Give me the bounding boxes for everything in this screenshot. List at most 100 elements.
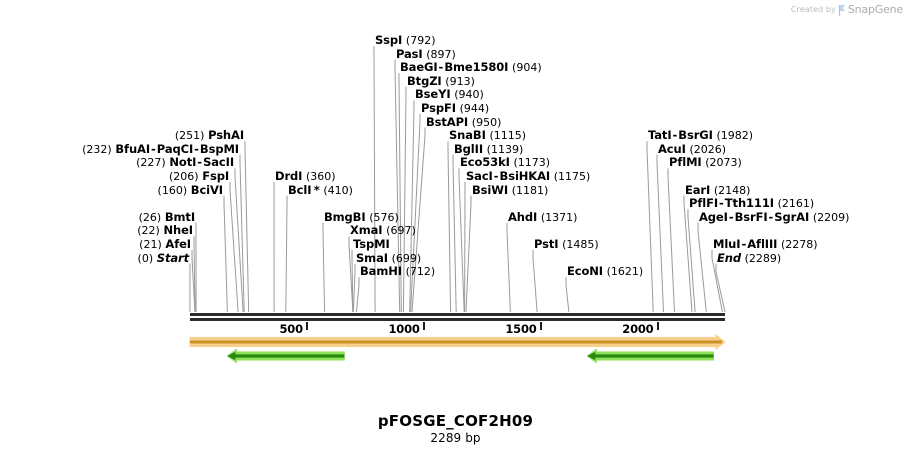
site-name: BclI bbox=[288, 182, 312, 197]
site-name: MluI bbox=[713, 237, 741, 251]
ruler-tick bbox=[539, 322, 542, 330]
site-label-pspfi: PspFI (944) bbox=[421, 102, 489, 115]
watermark-brand-label: SnapGene bbox=[847, 3, 903, 16]
site-name: BciVI bbox=[190, 182, 223, 197]
site-name: Start bbox=[156, 250, 189, 265]
leader-line bbox=[687, 209, 696, 313]
leader-line bbox=[351, 250, 354, 313]
site-label-bmti: (26) BmtI bbox=[139, 211, 195, 224]
site-label-afei: (21) AfeI bbox=[139, 238, 191, 251]
site-name: Eco53kI bbox=[460, 155, 510, 170]
site-name-separator: - bbox=[768, 209, 774, 224]
site-position: (206) bbox=[168, 170, 199, 183]
site-position: (950) bbox=[471, 115, 502, 129]
site-name: BglII bbox=[454, 141, 483, 156]
page-title: pFOSGE_COF2H09 bbox=[377, 412, 534, 430]
site-label-bseyi: BseYI (940) bbox=[415, 88, 484, 101]
site-label-fspi: (206) FspI bbox=[169, 170, 229, 183]
ruler-tick bbox=[422, 322, 425, 330]
site-name: NotI bbox=[169, 155, 197, 170]
site-name: BsiWI bbox=[472, 182, 509, 197]
site-name: BseYI bbox=[415, 87, 451, 102]
site-name-separator: - bbox=[493, 169, 499, 183]
watermark-created-by-label: Created by bbox=[790, 5, 836, 14]
ruler-tick bbox=[656, 322, 659, 330]
site-label-econi: EcoNI (1621) bbox=[567, 265, 643, 278]
leader-line bbox=[229, 182, 239, 313]
site-name-separator: - bbox=[719, 196, 724, 211]
site-position: (913) bbox=[445, 74, 475, 88]
leader-line bbox=[452, 154, 457, 313]
feature-head-primer-right bbox=[587, 351, 596, 361]
site-name: XmaI bbox=[350, 223, 383, 238]
site-label-bfuai-paqci-bspmi: (232) BfuAI-PaqCI-BspMI bbox=[82, 143, 239, 156]
leader-line bbox=[565, 277, 570, 313]
site-name: PspFI bbox=[421, 101, 456, 115]
leader-line bbox=[447, 141, 452, 313]
site-name-separator: - bbox=[194, 141, 199, 156]
site-name-separator: - bbox=[197, 155, 203, 170]
site-name: PflMI bbox=[669, 155, 702, 170]
site-position: (1139) bbox=[486, 142, 524, 156]
leader-line bbox=[697, 222, 707, 313]
site-label-bamhi: BamHI (712) bbox=[360, 265, 435, 278]
site-name: BmtI bbox=[164, 209, 195, 224]
site-position: (2289) bbox=[744, 251, 782, 265]
site-name: PasI bbox=[396, 46, 423, 61]
site-position: (26) bbox=[138, 210, 162, 224]
feature-head-primer-left bbox=[227, 351, 236, 361]
site-position: (904) bbox=[512, 61, 542, 75]
site-name: AgeI bbox=[699, 209, 728, 224]
site-name: BfuAI bbox=[115, 141, 151, 156]
site-label-xmai: XmaI (697) bbox=[350, 224, 416, 237]
site-position: (251) bbox=[174, 129, 205, 143]
site-label-acui: AcuI (2026) bbox=[658, 143, 726, 156]
site-label-nhei: (22) NheI bbox=[137, 224, 193, 237]
site-position: (410) bbox=[323, 183, 353, 197]
site-name: SmaI bbox=[356, 250, 388, 265]
site-label-noti-sacii: (227) NotI-SacII bbox=[136, 156, 234, 169]
leader-line bbox=[409, 100, 415, 313]
leader-line bbox=[715, 263, 726, 313]
site-name: AhdI bbox=[508, 209, 538, 224]
site-name: Bme1580I bbox=[444, 60, 509, 75]
leader-line bbox=[352, 263, 356, 313]
site-name: BstAPI bbox=[426, 114, 469, 129]
site-position: (1173) bbox=[513, 156, 551, 170]
site-label-baegi-bme1580i: BaeGI-Bme1580I (904) bbox=[400, 61, 542, 74]
site-label-smai: SmaI (699) bbox=[356, 252, 421, 265]
leader-line bbox=[355, 277, 360, 313]
site-position: (944) bbox=[459, 102, 490, 115]
site-name: PstI bbox=[534, 237, 559, 251]
site-label-ahdi: AhdI (1371) bbox=[508, 211, 577, 224]
site-label-bmgbi: BmgBI (576) bbox=[324, 211, 399, 224]
site-name: NheI bbox=[163, 223, 194, 238]
site-position: (1175) bbox=[553, 170, 591, 183]
site-position: (227) bbox=[136, 156, 166, 170]
leader-line bbox=[191, 250, 196, 313]
site-label-snabi: SnaBI (1115) bbox=[449, 129, 526, 142]
leader-line bbox=[285, 195, 288, 313]
leader-line bbox=[411, 127, 426, 313]
site-name-separator: - bbox=[728, 209, 734, 224]
leader-line bbox=[667, 168, 675, 313]
site-name-separator: - bbox=[438, 60, 444, 75]
site-name: SgrAI bbox=[774, 209, 810, 224]
site-label-pasi: PasI (897) bbox=[396, 48, 456, 61]
site-name: EcoNI bbox=[567, 264, 603, 279]
site-star-marker: * bbox=[311, 182, 320, 197]
site-name-separator: - bbox=[151, 141, 156, 156]
site-label-drdi: DrdI (360) bbox=[275, 170, 336, 183]
site-position: (712) bbox=[405, 265, 436, 279]
site-label-sspi: SspI (792) bbox=[375, 34, 436, 47]
site-label-pflmi: PflMI (2073) bbox=[669, 156, 742, 169]
site-label-pflfi-tth111i: PflFI-Tth111I (2161) bbox=[689, 197, 814, 210]
site-label-pshai: (251) PshAI bbox=[175, 129, 244, 142]
site-name: FspI bbox=[202, 169, 229, 183]
ruler-tick bbox=[305, 322, 308, 330]
site-label-mlui-afliii: MluI-AflIII (2278) bbox=[713, 238, 818, 251]
snapgene-flag-icon bbox=[838, 5, 845, 16]
plasmid-length: 2289 bp bbox=[430, 431, 481, 445]
site-name: Tth111I bbox=[724, 196, 774, 211]
site-name: PshAI bbox=[208, 128, 244, 143]
